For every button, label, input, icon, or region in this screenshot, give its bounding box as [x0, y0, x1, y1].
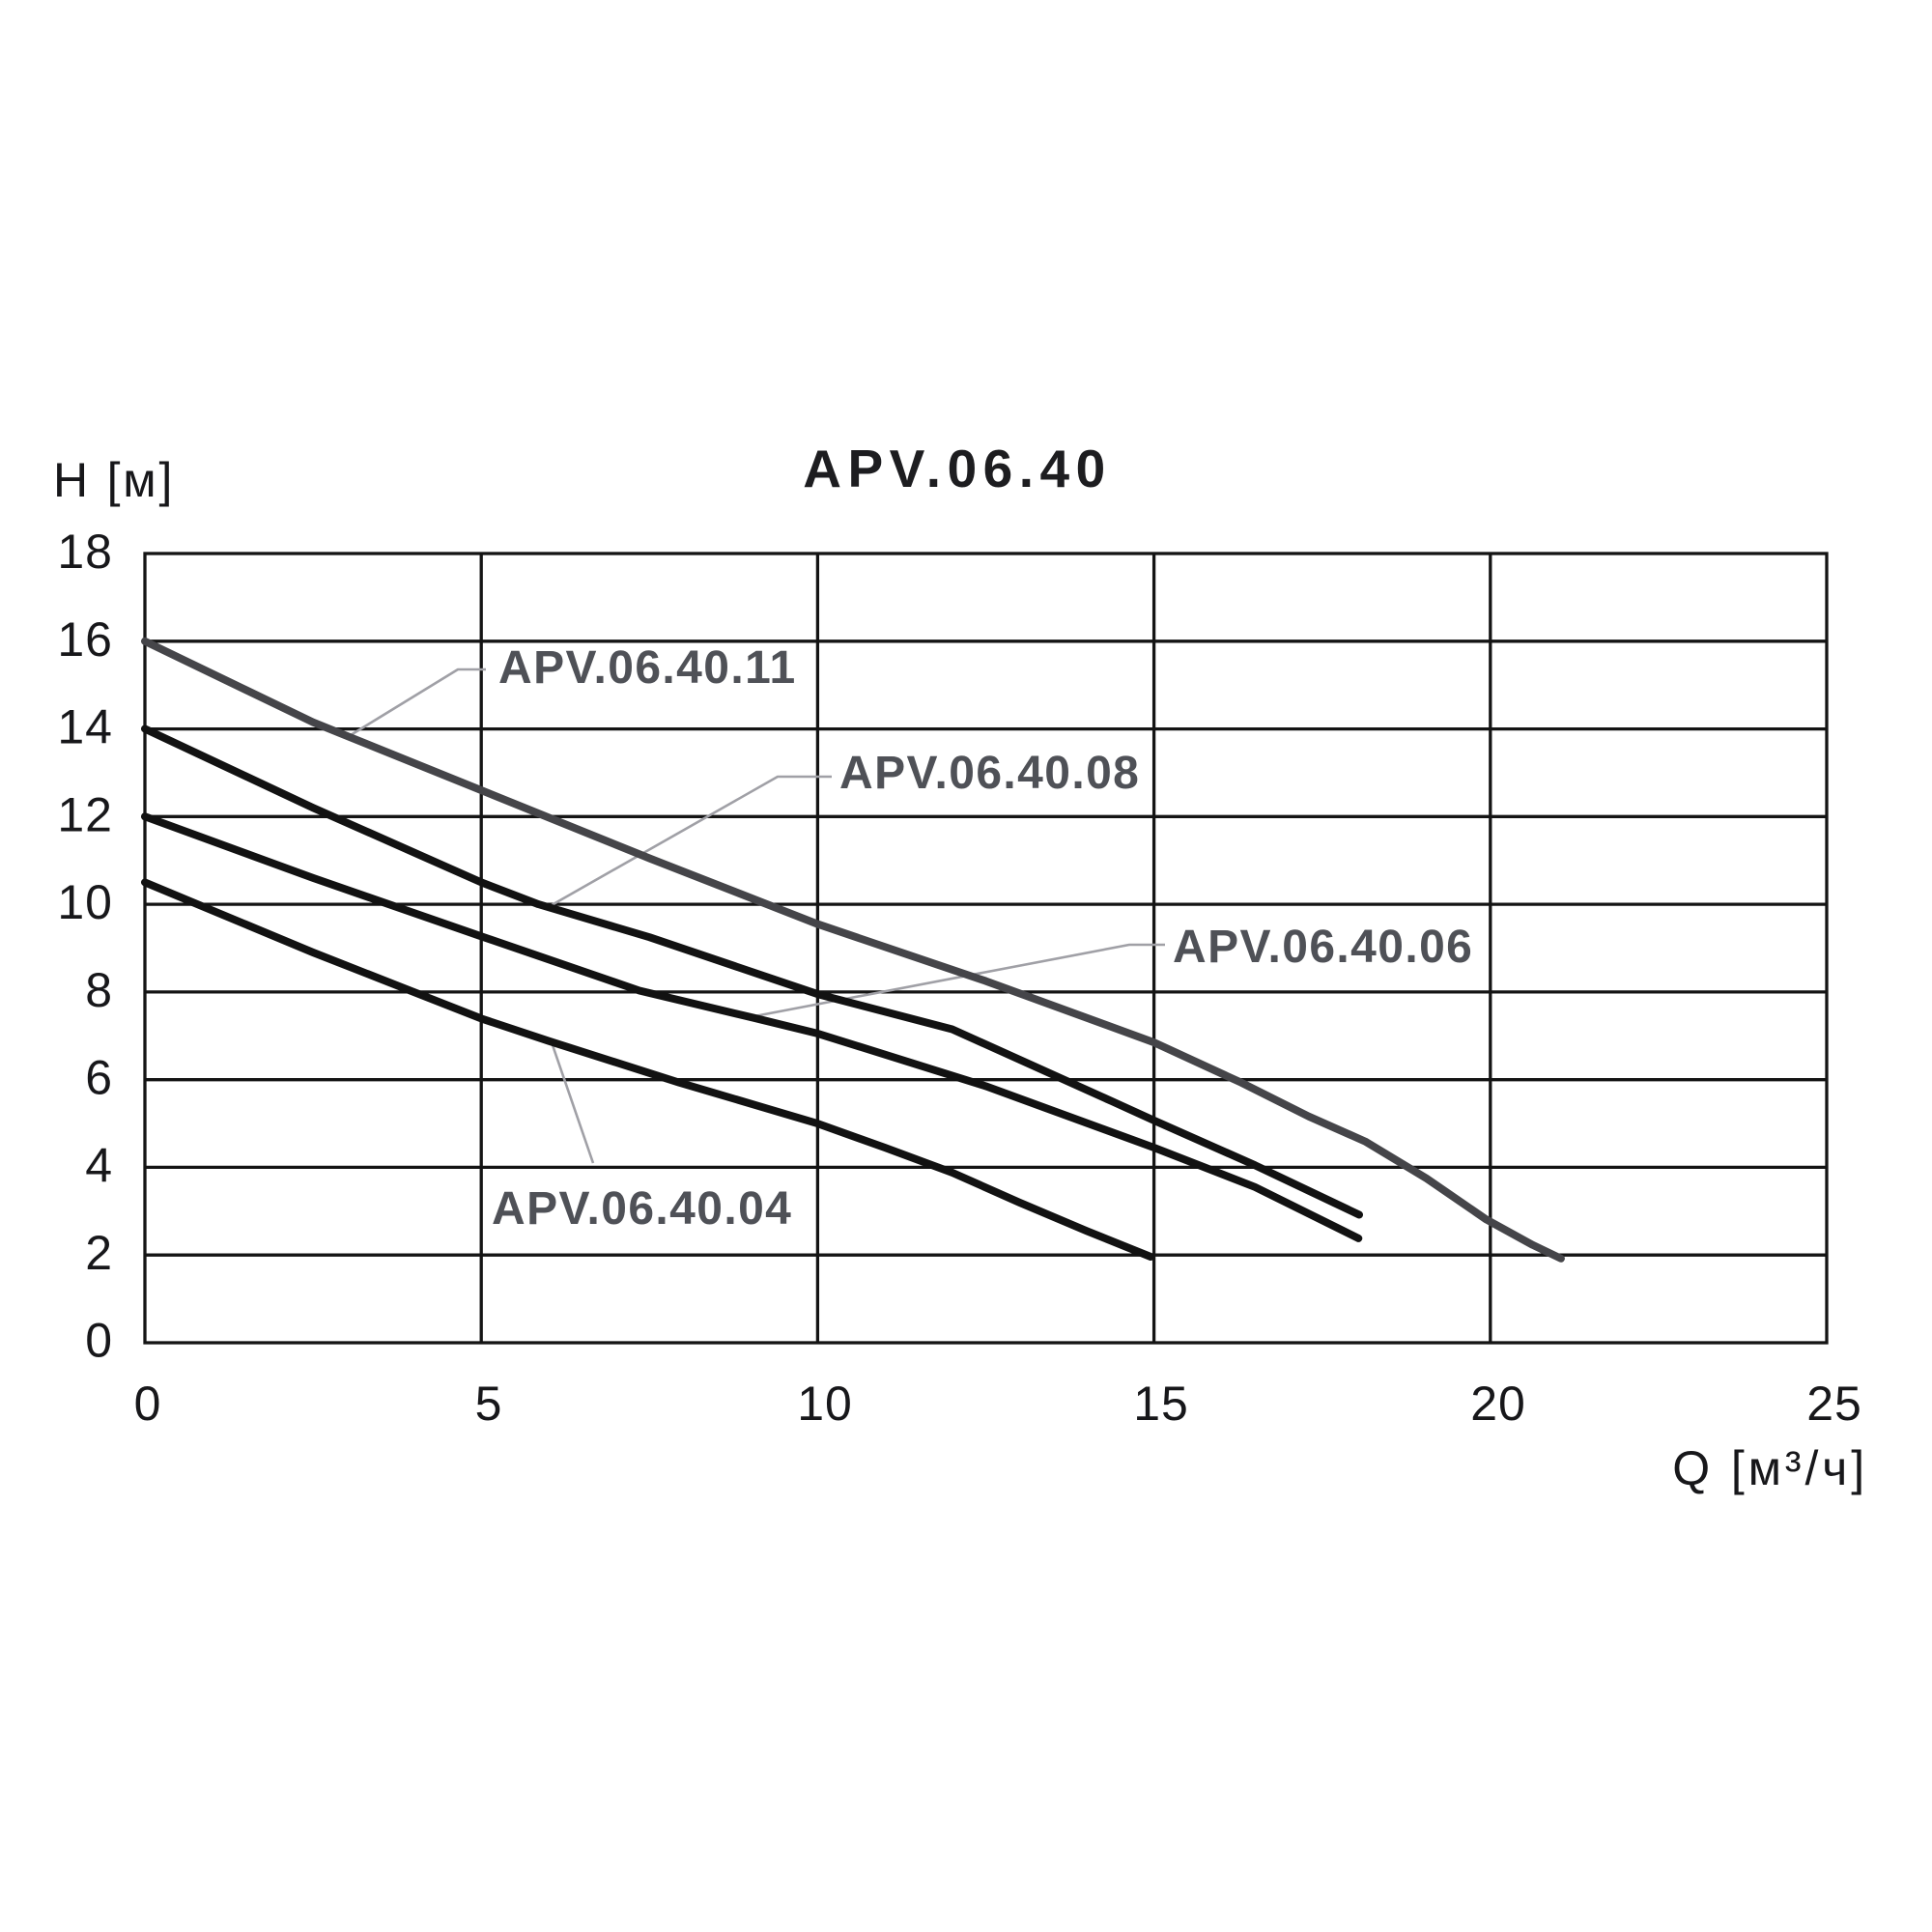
- svg-text:16: 16: [57, 612, 113, 667]
- svg-text:APV.06.40.11: APV.06.40.11: [498, 642, 797, 694]
- svg-text:12: 12: [57, 787, 113, 841]
- svg-text:6: 6: [85, 1051, 113, 1105]
- svg-text:APV.06.40.06: APV.06.40.06: [1173, 922, 1473, 973]
- svg-text:10: 10: [57, 875, 113, 929]
- svg-text:4: 4: [85, 1138, 113, 1192]
- svg-text:H [м]: H [м]: [53, 453, 175, 507]
- svg-text:10: 10: [797, 1377, 853, 1431]
- svg-text:APV.06.40.08: APV.06.40.08: [839, 748, 1140, 799]
- svg-text:0: 0: [134, 1377, 162, 1431]
- svg-text:15: 15: [1133, 1377, 1189, 1431]
- svg-text:18: 18: [57, 525, 113, 579]
- svg-text:APV.06.40.04: APV.06.40.04: [492, 1183, 792, 1235]
- svg-text:Q [м³/ч]: Q [м³/ч]: [1672, 1441, 1868, 1495]
- svg-text:25: 25: [1806, 1377, 1862, 1431]
- svg-text:2: 2: [85, 1226, 113, 1280]
- svg-text:14: 14: [57, 700, 113, 754]
- svg-text:5: 5: [475, 1377, 503, 1431]
- svg-text:20: 20: [1470, 1377, 1526, 1431]
- svg-text:8: 8: [85, 963, 113, 1017]
- svg-text:APV.06.40: APV.06.40: [803, 439, 1111, 498]
- svg-text:0: 0: [85, 1314, 113, 1368]
